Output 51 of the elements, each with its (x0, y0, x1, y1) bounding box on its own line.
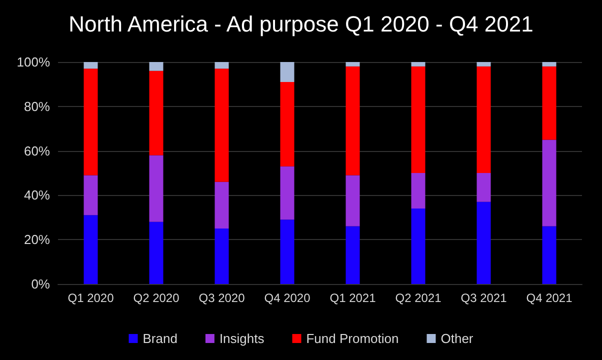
bar (411, 173, 426, 209)
x-tick-label: Q2 2020 (133, 291, 180, 305)
bar (542, 66, 556, 140)
x-tick-label: Q4 2021 (526, 291, 573, 305)
bar (542, 140, 556, 226)
y-tick-label: 100% (16, 54, 50, 70)
bar (346, 226, 360, 284)
bar (149, 155, 164, 222)
legend-label: Brand (142, 331, 178, 346)
x-tick-label: Q1 2021 (330, 291, 376, 305)
bar (84, 68, 98, 176)
bar (214, 68, 229, 182)
bar (280, 220, 294, 284)
chart-title: North America - Ad purpose Q1 2020 - Q4 2021 (68, 12, 534, 36)
bar (149, 70, 164, 156)
bar (214, 228, 229, 284)
bar (149, 222, 164, 284)
x-tick-label: Q2 2021 (395, 291, 442, 305)
legend-label: Other (440, 331, 474, 346)
bar (476, 66, 491, 173)
bar (346, 62, 360, 66)
bar (476, 62, 491, 66)
bar (542, 62, 556, 66)
y-tick-label: 20% (24, 232, 50, 248)
bar (84, 175, 98, 216)
y-tick-label: 60% (24, 143, 50, 158)
bar (411, 208, 426, 284)
y-tick-label: 80% (24, 98, 50, 114)
bar (280, 166, 294, 220)
bar (476, 173, 491, 202)
y-tick-label: 40% (24, 188, 50, 203)
y-tick-label: 0% (31, 276, 50, 292)
legend-label: Insights (219, 331, 265, 346)
bar (84, 62, 98, 69)
bar (280, 82, 294, 166)
bar (542, 226, 556, 284)
x-tick-label: Q3 2021 (460, 291, 508, 305)
bar (411, 66, 426, 173)
legend-label: Fund Promotion (306, 331, 399, 346)
bar (476, 202, 491, 284)
x-tick-label: Q4 2020 (264, 291, 311, 305)
bar (280, 62, 294, 82)
bar (346, 175, 360, 226)
bar (411, 62, 426, 66)
bar (84, 215, 98, 284)
bar (214, 62, 229, 69)
bar (149, 62, 164, 71)
x-tick-label: Q1 2020 (68, 291, 114, 305)
bar (214, 182, 229, 228)
bar (346, 66, 360, 176)
x-tick-label: Q3 2020 (198, 291, 246, 305)
